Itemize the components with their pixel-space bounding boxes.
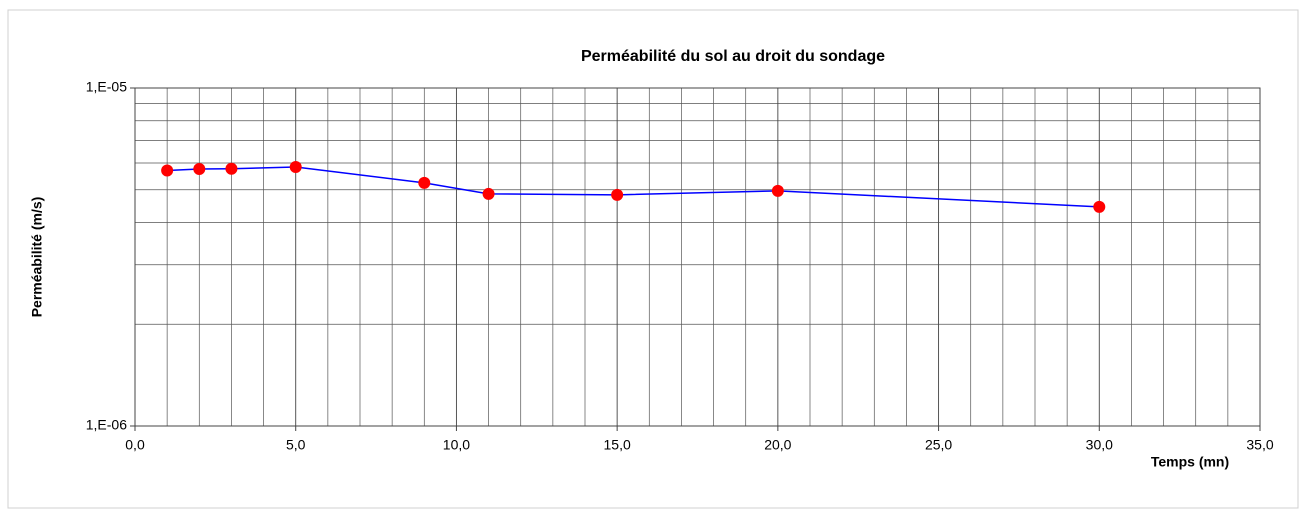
data-point: [611, 188, 624, 201]
chart-frame: [7, 9, 1299, 509]
data-point: [482, 187, 495, 200]
x-tick-label: 5,0: [286, 437, 306, 453]
x-tick-label: 10,0: [443, 437, 470, 453]
x-tick-label: 25,0: [925, 437, 952, 453]
plot-border: [134, 87, 1261, 427]
x-axis-label: Temps (mn): [1151, 454, 1229, 470]
x-tick-label: 35,0: [1246, 437, 1273, 453]
data-point: [193, 162, 206, 175]
x-tick-label: 15,0: [604, 437, 631, 453]
data-point: [1093, 200, 1106, 213]
chart-title: Perméabilité du sol au droit du sondage: [581, 48, 885, 65]
x-tick-label: 30,0: [1086, 437, 1113, 453]
data-point: [289, 160, 302, 173]
x-tick-label: 20,0: [764, 437, 791, 453]
data-point: [225, 162, 238, 175]
data-point: [418, 176, 431, 189]
y-tick-label: 1,E-06: [86, 417, 127, 433]
y-axis-label: Perméabilité (m/s): [29, 197, 45, 318]
data-point: [161, 164, 174, 177]
data-point: [771, 184, 784, 197]
y-tick-label: 1,E-05: [86, 79, 127, 95]
x-tick-label: 0,0: [125, 437, 145, 453]
